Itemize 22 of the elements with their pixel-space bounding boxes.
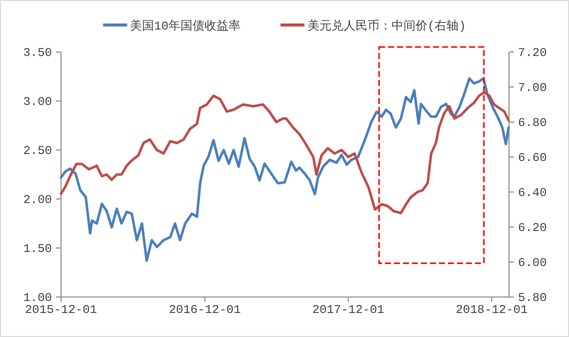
x-tick-label: 2016-12-01 bbox=[168, 303, 241, 317]
y-tick-label: 2.00 bbox=[23, 193, 52, 207]
y2-tick-label: 6.60 bbox=[518, 151, 547, 165]
y-tick-label: 2.50 bbox=[23, 144, 52, 158]
x-tick-label: 2015-12-01 bbox=[24, 303, 98, 317]
y2-tick-label: 6.80 bbox=[518, 116, 547, 130]
y-tick-label: 1.50 bbox=[23, 242, 52, 256]
y2-tick-label: 7.00 bbox=[518, 81, 547, 95]
y-tick-label: 1.00 bbox=[23, 291, 52, 305]
y2-tick-label: 6.00 bbox=[518, 256, 547, 270]
y2-tick-label: 5.80 bbox=[518, 291, 547, 305]
legend-label: 美元兑人民币：中间价(右轴) bbox=[308, 18, 466, 34]
line-series bbox=[60, 77, 510, 262]
y2-tick-label: 7.20 bbox=[518, 46, 547, 60]
y-tick-label: 3.50 bbox=[23, 46, 52, 60]
line-series bbox=[60, 91, 510, 214]
x-tick-label: 2018-12-01 bbox=[456, 303, 528, 317]
legend-label: 美国10年国债收益率 bbox=[130, 18, 240, 34]
y2-tick-label: 6.40 bbox=[518, 186, 547, 200]
y2-tick-label: 6.20 bbox=[518, 221, 547, 235]
y-tick-label: 3.00 bbox=[23, 95, 52, 109]
x-tick-label: 2017-12-01 bbox=[312, 303, 384, 317]
